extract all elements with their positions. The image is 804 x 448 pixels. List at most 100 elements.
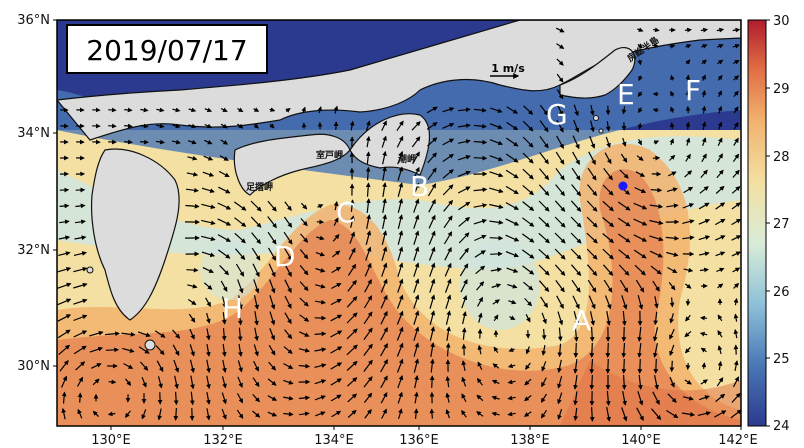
- velocity-vector: [73, 266, 88, 273]
- velocity-vector: [363, 343, 373, 356]
- velocity-vector: [189, 391, 195, 406]
- velocity-vector: [684, 170, 693, 178]
- colorbar-tick-label: 26: [773, 285, 790, 300]
- velocity-vector: [717, 329, 723, 338]
- velocity-vector: [477, 312, 483, 323]
- velocity-vector: [396, 294, 404, 309]
- velocity-vector: [570, 248, 582, 260]
- velocity-vector: [283, 395, 294, 401]
- velocity-vector: [540, 409, 547, 419]
- velocity-vector: [185, 203, 200, 209]
- velocity-vector: [633, 234, 648, 242]
- velocity-vector: [234, 248, 246, 261]
- velocity-vector: [237, 327, 243, 342]
- velocity-vector: [443, 215, 453, 229]
- velocity-vector: [617, 217, 631, 227]
- velocity-vector: [382, 166, 387, 181]
- velocity-vector: [525, 362, 531, 370]
- velocity-vector: [381, 262, 388, 277]
- velocity-vector: [219, 155, 229, 161]
- lon-tick-label: 136°E: [399, 433, 439, 448]
- velocity-vector: [92, 378, 100, 386]
- velocity-vector: [650, 408, 662, 421]
- velocity-vector: [413, 246, 420, 261]
- velocity-vector: [653, 43, 660, 48]
- velocity-vector: [602, 184, 614, 196]
- velocity-vector: [538, 232, 550, 244]
- velocity-vector: [364, 278, 372, 293]
- velocity-vector: [221, 312, 227, 325]
- velocity-vector: [442, 122, 455, 129]
- velocity-vector: [522, 201, 535, 212]
- velocity-vector: [221, 376, 227, 389]
- velocity-vector: [430, 342, 435, 358]
- velocity-vector: [667, 171, 677, 177]
- velocity-vector: [524, 395, 532, 402]
- velocity-vector: [541, 361, 547, 372]
- velocity-vector: [457, 139, 471, 144]
- region-label-b: B: [410, 170, 429, 203]
- velocity-vector: [669, 344, 675, 357]
- velocity-vector: [125, 378, 132, 386]
- velocity-vector: [541, 377, 547, 388]
- velocity-vector: [221, 296, 227, 309]
- velocity-vector: [698, 395, 710, 401]
- velocity-vector: [637, 27, 644, 32]
- velocity-vector: [250, 200, 262, 212]
- velocity-vector: [538, 280, 550, 293]
- velocity-vector: [237, 123, 244, 129]
- velocity-vector: [284, 279, 292, 294]
- velocity-vector: [76, 376, 84, 387]
- velocity-vector: [490, 267, 503, 273]
- velocity-vector: [220, 139, 229, 145]
- velocity-vector: [445, 342, 451, 357]
- velocity-vector: [541, 344, 547, 356]
- velocity-vector: [330, 346, 343, 354]
- velocity-vector: [556, 89, 564, 100]
- velocity-vector: [252, 410, 261, 418]
- velocity-vector: [685, 121, 691, 130]
- velocity-vector: [573, 119, 580, 133]
- velocity-vector: [637, 295, 644, 310]
- velocity-vector: [205, 408, 211, 421]
- velocity-vector: [732, 59, 740, 65]
- velocity-vector: [350, 215, 355, 228]
- velocity-vector: [637, 358, 643, 374]
- velocity-vector: [521, 249, 535, 259]
- velocity-vector: [92, 410, 100, 418]
- velocity-vector: [539, 168, 550, 181]
- velocity-vector: [685, 137, 691, 146]
- velocity-vector: [138, 346, 150, 354]
- velocity-vector: [571, 167, 581, 181]
- velocity-vector: [283, 411, 294, 417]
- velocity-vector: [315, 251, 326, 257]
- velocity-vector: [267, 216, 277, 229]
- velocity-vector: [187, 283, 198, 289]
- velocity-vector: [700, 347, 707, 353]
- velocity-vector: [187, 139, 197, 145]
- velocity-vector: [220, 107, 228, 112]
- velocity-vector: [73, 282, 88, 289]
- velocity-vector: [573, 311, 580, 326]
- velocity-vector: [380, 326, 388, 341]
- velocity-vector: [254, 311, 259, 326]
- lat-tick-label: 34°N: [17, 126, 50, 141]
- velocity-vector: [473, 187, 488, 193]
- velocity-vector: [380, 343, 388, 357]
- velocity-vector: [75, 361, 86, 371]
- velocity-vector: [477, 344, 483, 355]
- velocity-vector: [363, 376, 373, 388]
- velocity-vector: [669, 376, 675, 388]
- velocity-vector: [700, 27, 709, 33]
- place-label-ashizuri: 足摺岬: [246, 181, 273, 193]
- velocity-vector: [221, 343, 227, 357]
- velocity-vector: [314, 331, 327, 337]
- velocity-vector: [77, 408, 83, 419]
- velocity-vector: [701, 59, 707, 65]
- velocity-vector: [602, 264, 614, 276]
- velocity-vector: [206, 391, 211, 405]
- velocity-vector: [476, 281, 485, 291]
- velocity-vector: [426, 122, 438, 130]
- velocity-vector: [412, 166, 420, 181]
- velocity-vector: [653, 358, 659, 374]
